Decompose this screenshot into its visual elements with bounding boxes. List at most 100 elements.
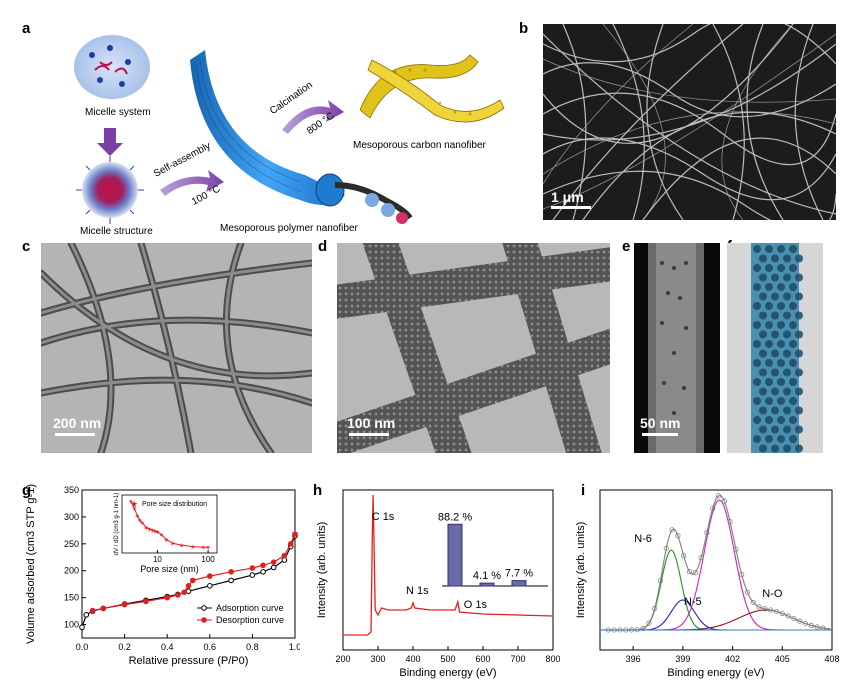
spectrum-line [343,494,554,636]
calcination-arrow [282,100,344,134]
y-tick-label: 150 [64,593,79,603]
panel-label-e: e [622,238,631,255]
inset-point: ✶ [154,529,160,537]
inset-legend-label: Pore size distribution [142,501,207,508]
data-point [228,577,234,584]
legend-label: Desorption curve [216,615,284,625]
annotation-c1s: C 1s [372,511,395,523]
inset-point: ✶ [143,524,149,532]
panel-label-d: d [318,238,328,255]
inset-legend-marker: ★ [130,499,138,509]
micelle-system-label: Micelle system [85,107,151,118]
inset-point: ✶ [147,526,153,534]
inset-bar-label: 88.2 % [438,511,472,523]
fiber-network [543,24,836,220]
stem-image-e: 50 nm [634,243,720,453]
legend-label: Adsorption curve [216,603,284,613]
scalebar-line-e [642,433,678,436]
raw-data-point [727,519,733,525]
x-axis-label: Binding energy (eV) [399,667,496,679]
raw-data-point [675,533,681,539]
x-tick-label: 300 [370,654,385,664]
inset-point: ✶ [163,536,169,544]
raw-data-point [785,613,791,619]
x-tick-label: 400 [405,654,420,664]
micelle-system-bubble [74,35,150,99]
panel-label-c: c [22,238,31,255]
data-point [100,605,107,612]
carbon-fiber [359,54,505,123]
x-tick-label: 0.6 [204,642,217,652]
inset-point: ✶ [179,542,185,550]
data-point [83,612,90,618]
raw-data-point [652,605,658,612]
panel-label-g: g [22,482,32,499]
annotation-o1s: O 1s [464,599,488,611]
inset-bar [511,580,527,587]
x-tick-label: 800 [545,654,560,664]
model-image-f [727,243,823,453]
x-tick-label: 500 [440,654,455,664]
x-axis-label: Binding energy (eV) [667,667,764,679]
y-tick-label: 350 [64,485,79,495]
data-point [164,594,170,601]
inset-point: ✶ [158,532,164,540]
inset-x-tick-label: 100 [201,555,215,564]
carbon-fiber-label: Mesoporous carbon nanofiber [353,140,486,151]
raw-data-point [814,624,820,630]
tem-image-c: 200 nm [41,243,312,453]
inset-x-tick-label: 10 [153,555,162,564]
panel-label-a: a [22,20,31,37]
data-point [287,541,294,547]
polymer-fiber-label: Mesoporous polymer nanofiber [220,223,358,234]
inset-point: ✶ [150,527,156,535]
raw-data-point [715,493,722,499]
tem-image-d: 100 nm [337,243,610,453]
x-tick-label: 396 [626,654,641,664]
y-axis-label: Intensity (arb. units) [575,522,587,619]
scalebar-line-b [551,206,591,209]
raw-data-point [704,530,710,536]
x-tick-label: 405 [775,654,790,664]
plot-frame [599,489,833,651]
inset-line [130,500,209,548]
peak-label: N-6 [634,533,652,545]
raw-data-point [721,498,727,504]
data-point [175,592,181,598]
x-tick-label: 200 [335,654,350,664]
data-point [143,598,149,605]
legend-marker [201,605,207,611]
scalebar-b: 1 μm [551,189,584,205]
y-tick-label: 300 [64,512,79,522]
inset-bar-label: 7.7 % [505,568,533,580]
plot-frame [81,489,296,639]
raw-data-point [739,571,745,578]
legend-marker [201,617,207,623]
inset-point: ✶ [190,544,196,552]
raw-data-point [756,604,762,610]
x-tick-label: 0.0 [76,642,89,652]
peak-fit [600,499,831,631]
inset-point: ✶ [139,520,145,528]
raw-data-point [669,527,675,533]
inset-frame [121,494,218,554]
data-point [260,569,266,575]
raw-data-point [762,606,768,612]
raw-data-point [692,570,698,576]
inset-point: ✶ [134,512,140,520]
chart-i: 396 399 402 405 408 Binding energy (eV) Intens… [575,489,840,679]
schematic-drawing [74,35,505,224]
raw-data-point [710,505,716,511]
down-arrow [97,128,123,156]
raw-data-point [808,622,814,628]
inset-point: ✶ [200,544,206,552]
raw-data-point [733,546,739,552]
panel-a: a [0,0,530,240]
x-axis-label: Relative pressure (P/P0) [129,655,249,667]
data-point [181,589,188,596]
x-tick-label: 408 [824,654,839,664]
peak-label: N-O [762,588,783,600]
raw-data-point [657,578,664,584]
y-tick-label: 250 [64,539,79,549]
scalebar-line-d [349,433,389,436]
